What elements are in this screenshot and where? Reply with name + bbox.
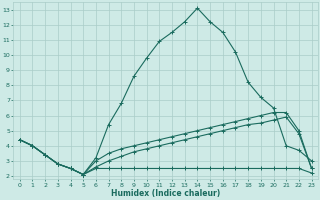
X-axis label: Humidex (Indice chaleur): Humidex (Indice chaleur): [111, 189, 220, 198]
